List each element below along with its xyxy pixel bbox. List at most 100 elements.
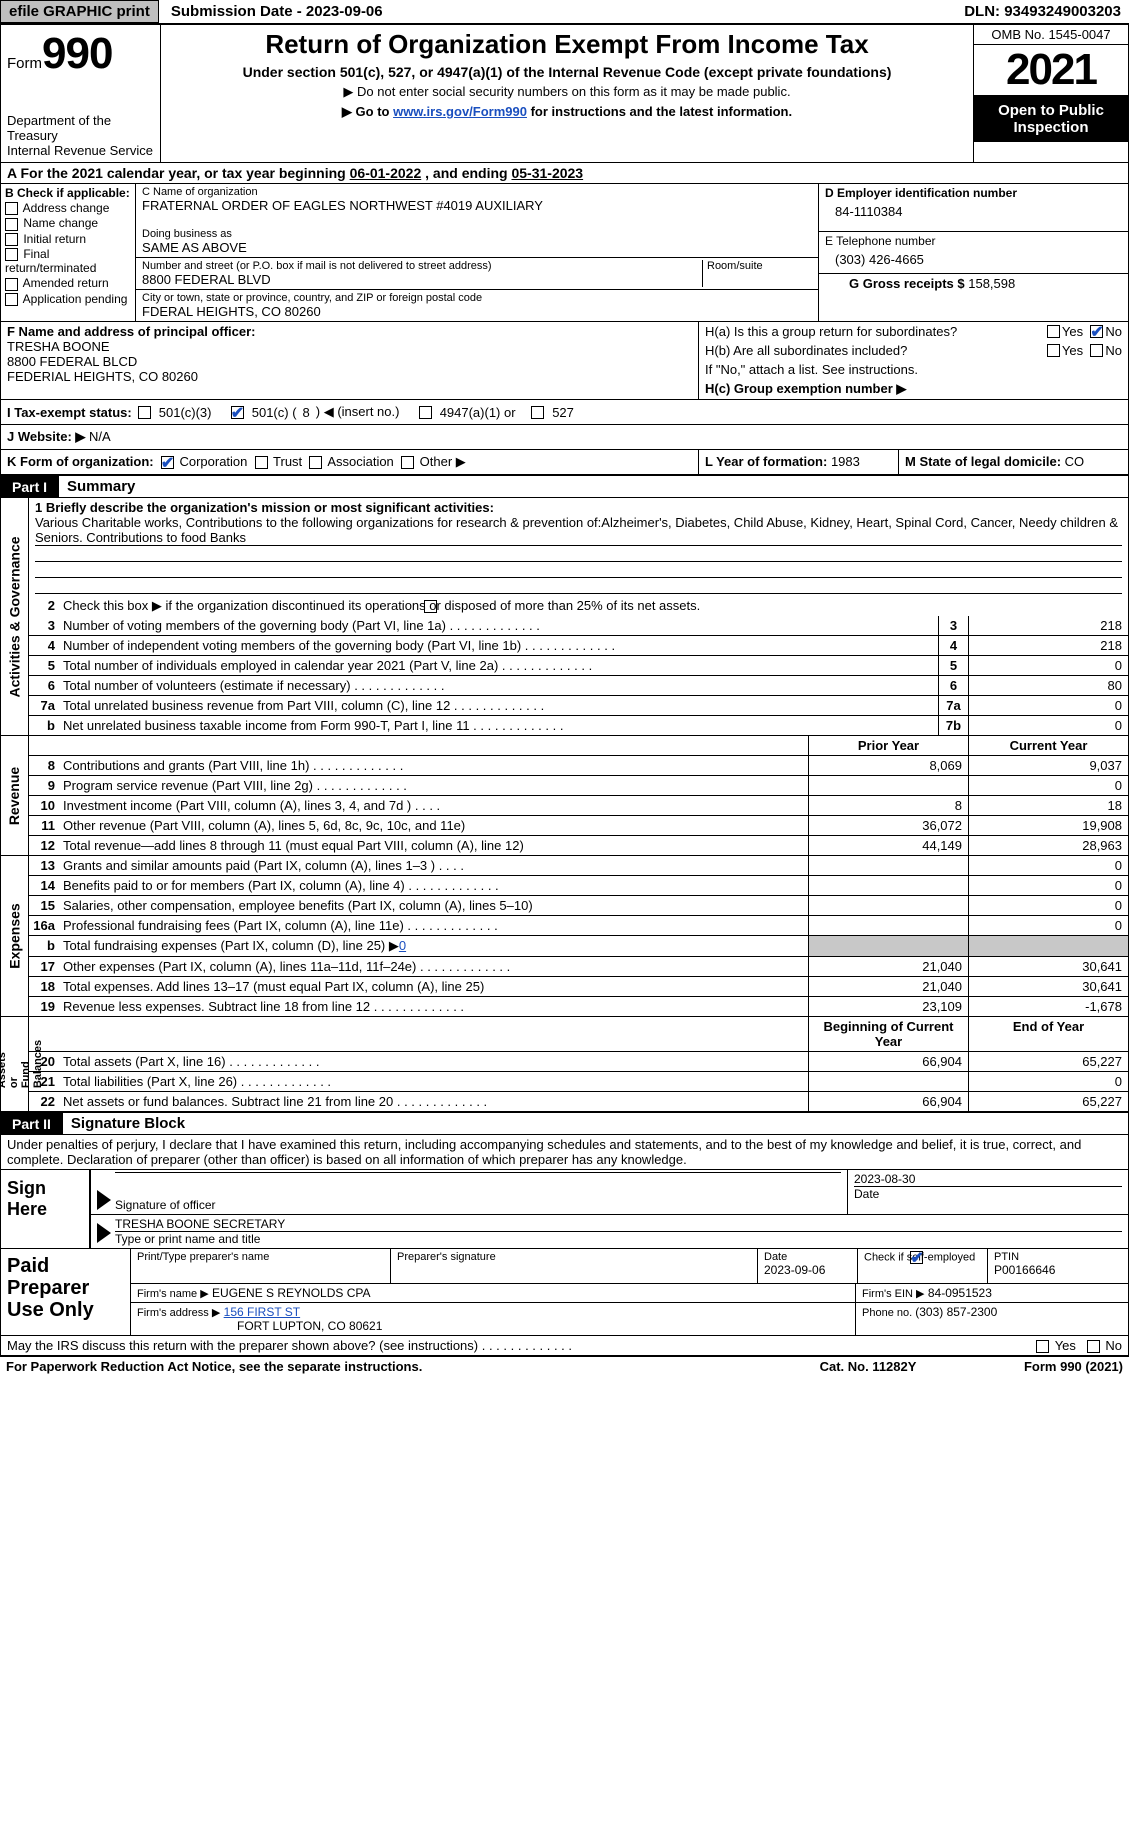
- vtab-na: Net Assets or Fund Balances: [1, 1017, 29, 1111]
- form-note-ssn: ▶ Do not enter social security numbers o…: [167, 84, 967, 100]
- form-note-link: ▶ Go to www.irs.gov/Form990 for instruct…: [167, 104, 967, 120]
- sig-intro: Under penalties of perjury, I declare th…: [0, 1135, 1129, 1170]
- firm-addr[interactable]: 156 FIRST ST: [224, 1305, 300, 1319]
- year-formation: 1983: [831, 454, 860, 469]
- chk-501c3[interactable]: [138, 406, 151, 419]
- chk-final-return[interactable]: [5, 248, 18, 261]
- ha-no[interactable]: [1090, 325, 1103, 338]
- chk-assoc[interactable]: [309, 456, 322, 469]
- py-18: 21,040: [808, 977, 968, 996]
- line-3: Number of voting members of the governin…: [59, 616, 938, 635]
- box-k: K Form of organization: Corporation Trus…: [1, 450, 698, 474]
- c-name-label: C Name of organization: [142, 186, 812, 198]
- chk-trust[interactable]: [255, 456, 268, 469]
- firm-addr2: FORT LUPTON, CO 80621: [137, 1319, 849, 1333]
- box-l: L Year of formation: 1983: [698, 450, 898, 474]
- page-footer: For Paperwork Reduction Act Notice, see …: [0, 1356, 1129, 1376]
- form-title-block: Return of Organization Exempt From Incom…: [161, 25, 973, 162]
- tax-year: 2021: [974, 45, 1128, 96]
- line-17: Other expenses (Part IX, column (A), lin…: [59, 957, 808, 976]
- val-7b: 0: [968, 716, 1128, 735]
- dba-name: SAME AS ABOVE: [142, 240, 812, 255]
- state-domicile: CO: [1065, 454, 1085, 469]
- cy-17: 30,641: [968, 957, 1128, 976]
- col-bcy: Beginning of Current Year: [808, 1017, 968, 1051]
- box-b-label: B Check if applicable:: [5, 186, 131, 200]
- g-label: G Gross receipts $: [849, 276, 968, 291]
- line-14: Benefits paid to or for members (Part IX…: [59, 876, 808, 895]
- efile-print-button[interactable]: efile GRAPHIC print: [0, 0, 159, 23]
- hb-no[interactable]: [1090, 344, 1103, 357]
- line-16a: Professional fundraising fees (Part IX, …: [59, 916, 808, 935]
- py-19: 23,109: [808, 997, 968, 1016]
- may-no[interactable]: [1087, 1340, 1100, 1353]
- mission-text: Various Charitable works, Contributions …: [35, 515, 1122, 546]
- chk-address-change[interactable]: [5, 202, 18, 215]
- hb-yes[interactable]: [1047, 344, 1060, 357]
- py-16a: [808, 916, 968, 935]
- phone-lab: Phone no.: [862, 1307, 915, 1319]
- paid-preparer-label: Paid Preparer Use Only: [1, 1249, 131, 1335]
- pt-date-lab: Date: [764, 1251, 851, 1263]
- form-title: Return of Organization Exempt From Incom…: [167, 29, 967, 60]
- may-yes[interactable]: [1036, 1340, 1049, 1353]
- pra-notice: For Paperwork Reduction Act Notice, see …: [6, 1359, 783, 1374]
- officer-addr2: FEDERIAL HEIGHTS, CO 80260: [7, 369, 692, 384]
- col-eoy: End of Year: [968, 1017, 1128, 1051]
- cy-16b: [968, 936, 1128, 956]
- cy-19: -1,678: [968, 997, 1128, 1016]
- irs-link[interactable]: www.irs.gov/Form990: [393, 104, 527, 119]
- chk-name-change[interactable]: [5, 218, 18, 231]
- street-address: 8800 FEDERAL BLVD: [142, 272, 702, 287]
- py-13: [808, 856, 968, 875]
- val-3: 218: [968, 616, 1128, 635]
- hb-note: If "No," attach a list. See instructions…: [705, 362, 1122, 377]
- chk-4947a1[interactable]: [419, 406, 432, 419]
- chk-initial-return[interactable]: [5, 233, 18, 246]
- cy-10: 18: [968, 796, 1128, 815]
- cy-16a: 0: [968, 916, 1128, 935]
- chk-self-emp-lab: Check if self-employed: [864, 1251, 981, 1264]
- chk-self-employed[interactable]: [910, 1251, 923, 1264]
- block-b-thru-g: B Check if applicable: Address change Na…: [0, 184, 1129, 322]
- line-10: Investment income (Part VIII, column (A)…: [59, 796, 808, 815]
- officer-addr1: 8800 FEDERAL BLCD: [7, 354, 692, 369]
- block-f-h: F Name and address of principal officer:…: [0, 322, 1129, 400]
- py-16b: [808, 936, 968, 956]
- firm-ein: 84-0951523: [928, 1286, 992, 1300]
- hb-label: H(b) Are all subordinates included?: [705, 343, 1047, 358]
- col-prior-year: Prior Year: [808, 736, 968, 755]
- line-20: Total assets (Part X, line 16): [59, 1052, 808, 1071]
- line-16b: Total fundraising expenses (Part IX, col…: [59, 936, 808, 956]
- form-right: OMB No. 1545-0047 2021 Open to Public In…: [973, 25, 1128, 162]
- part-1-title: Summary: [59, 475, 1129, 498]
- py-20: 66,904: [808, 1052, 968, 1071]
- line-9: Program service revenue (Part VIII, line…: [59, 776, 808, 795]
- line-2: Check this box ▶ if the organization dis…: [59, 596, 1128, 616]
- chk-line2[interactable]: [424, 600, 437, 613]
- typed-name: TRESHA BOONE SECRETARY: [115, 1217, 1122, 1231]
- chk-amended-return[interactable]: [5, 278, 18, 291]
- chk-corp[interactable]: [161, 456, 174, 469]
- summary-ag: Activities & Governance 1 Briefly descri…: [0, 498, 1129, 736]
- chk-527[interactable]: [531, 406, 544, 419]
- i-label: I Tax-exempt status:: [7, 405, 132, 420]
- line-19: Revenue less expenses. Subtract line 18 …: [59, 997, 808, 1016]
- phone: (303) 426-4665: [825, 248, 1122, 271]
- chk-application-pending[interactable]: [5, 293, 18, 306]
- chk-other[interactable]: [401, 456, 414, 469]
- line-16b-link[interactable]: 0: [399, 938, 406, 953]
- py-10: 8: [808, 796, 968, 815]
- cy-13: 0: [968, 856, 1128, 875]
- may-discuss: May the IRS discuss this return with the…: [0, 1336, 1129, 1356]
- e-label: E Telephone number: [825, 234, 1122, 248]
- line-13: Grants and similar amounts paid (Part IX…: [59, 856, 808, 875]
- ha-yes[interactable]: [1047, 325, 1060, 338]
- val-6: 80: [968, 676, 1128, 695]
- prep-phone: (303) 857-2300: [915, 1305, 997, 1319]
- chk-501c[interactable]: [231, 406, 244, 419]
- dln: DLN: 93493249003203: [956, 1, 1129, 22]
- f-label: F Name and address of principal officer:: [7, 324, 692, 339]
- firm-addr-lab: Firm's address ▶: [137, 1307, 220, 1319]
- cy-12: 28,963: [968, 836, 1128, 855]
